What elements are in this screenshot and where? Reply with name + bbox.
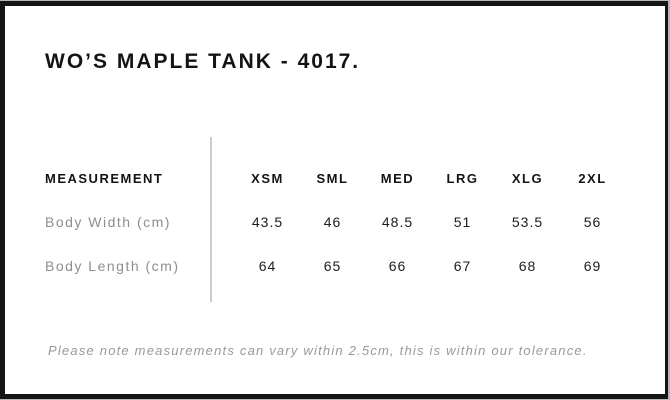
size-table: MEASUREMENT XSM SML MED LRG XLG 2XL Body… [45,156,625,288]
body-length-med: 66 [388,258,407,274]
row-label-body-length: Body Length (cm) [45,258,180,274]
column-header-xlg: XLG [511,170,544,186]
row-label-body-width: Body Width (cm) [45,214,171,230]
body-width-med: 48.5 [381,214,414,230]
table-row-body-length: Body Length (cm) 64 65 66 67 68 69 [45,244,625,288]
column-header-sml: SML [316,170,349,186]
column-header-2xl: 2XL [578,170,607,186]
body-width-lrg: 51 [453,214,472,230]
table-divider-line [210,137,212,302]
column-header-measurement: MEASUREMENT [45,170,164,186]
tolerance-note: Please note measurements can vary within… [48,343,588,358]
body-length-sml: 65 [323,258,342,274]
body-length-xsm: 64 [258,258,277,274]
body-width-xlg: 53.5 [511,214,544,230]
column-header-lrg: LRG [446,170,479,186]
body-width-sml: 46 [323,214,342,230]
body-length-lrg: 67 [453,258,472,274]
page-title: WO’S MAPLE TANK - 4017. [45,50,361,73]
body-width-xsm: 43.5 [251,214,284,230]
table-row-body-width: Body Width (cm) 43.5 46 48.5 51 53.5 56 [45,200,625,244]
table-header-row: MEASUREMENT XSM SML MED LRG XLG 2XL [45,156,625,200]
body-width-2xl: 56 [583,214,602,230]
body-length-2xl: 69 [583,258,602,274]
column-header-xsm: XSM [251,170,284,186]
body-length-xlg: 68 [518,258,537,274]
column-header-med: MED [380,170,415,186]
